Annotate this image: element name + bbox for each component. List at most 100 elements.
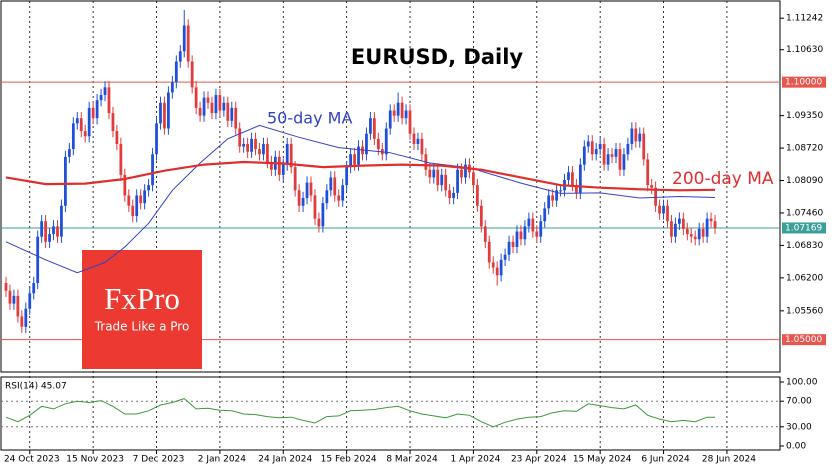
candle-body — [432, 169, 436, 178]
y-tick-label: 1.06830 — [786, 241, 823, 251]
candle-body — [515, 231, 519, 247]
candle-body — [618, 149, 622, 170]
candle-body — [56, 226, 59, 237]
candle-body — [365, 133, 368, 155]
candle-body — [440, 174, 444, 186]
candle-body — [693, 236, 697, 240]
candle-body — [258, 149, 261, 155]
candle-body — [519, 231, 523, 240]
candle-body — [349, 154, 352, 168]
candle-body — [539, 221, 543, 237]
x-tick-label: 8 Mar 2024 — [386, 455, 438, 465]
candle-body — [507, 241, 511, 255]
candle-body — [159, 102, 162, 124]
candle-body — [186, 25, 190, 62]
candle-body — [666, 205, 669, 222]
candle-body — [483, 226, 487, 242]
y-tick-label: 1.07460 — [786, 208, 823, 218]
x-tick-label: 23 Apr 2024 — [511, 455, 567, 465]
candle-body — [281, 164, 285, 175]
candle-body — [107, 87, 111, 114]
candle-body — [582, 146, 586, 165]
candle-body — [594, 149, 598, 155]
candle-body — [246, 143, 250, 152]
y-tick-label: 1.11242 — [786, 14, 823, 24]
candle-body — [685, 228, 689, 235]
y-tick-label: 1.08720 — [786, 144, 823, 154]
candle-body — [436, 169, 440, 186]
candle-body — [123, 174, 127, 196]
candle-body — [610, 154, 614, 157]
candle-body — [170, 82, 174, 93]
candle-body — [555, 190, 558, 201]
candle-body — [460, 169, 463, 178]
ma-label: 200-day MA — [672, 169, 774, 189]
candle-body — [674, 223, 677, 237]
moving-average — [5, 124, 716, 274]
candle-body — [254, 138, 257, 150]
level-label: 1.07169 — [785, 223, 822, 233]
x-tick-label: 7 Dec 2023 — [133, 455, 185, 465]
candle-body — [499, 259, 503, 276]
logo-name: FxPro — [104, 281, 180, 316]
candle-body — [60, 205, 63, 237]
candle-body — [606, 154, 610, 165]
candle-body — [654, 187, 658, 206]
candle-body — [71, 123, 75, 150]
candle-body — [115, 131, 119, 144]
candle-body — [689, 234, 693, 237]
candle-body — [202, 97, 206, 116]
ma-label: 50-day MA — [267, 109, 352, 128]
candle-body — [697, 228, 701, 240]
candle-body — [630, 128, 634, 144]
candle-body — [713, 221, 717, 228]
candle-body — [16, 295, 20, 317]
moving-average — [5, 160, 716, 192]
y-tick-label: 1.06200 — [786, 273, 823, 283]
candle-body — [305, 182, 309, 199]
candle-body — [602, 143, 606, 165]
candle-body — [547, 195, 551, 209]
candle-body — [662, 205, 665, 214]
candle-body — [194, 87, 198, 108]
y-tick-label: 1.09350 — [786, 111, 823, 121]
x-tick-label: 24 Oct 2023 — [4, 455, 60, 465]
candle-body — [543, 208, 547, 222]
candle-body — [178, 51, 182, 62]
candle-body — [670, 221, 673, 237]
candle-body — [103, 87, 107, 96]
candle-body — [452, 192, 455, 199]
main-panel — [0, 0, 781, 373]
candle-body — [658, 205, 661, 214]
candle-body — [408, 110, 412, 134]
candle-body — [309, 182, 313, 196]
candle-body — [226, 102, 230, 121]
candle-body — [52, 226, 55, 235]
candle-body — [48, 234, 51, 242]
candle-body — [372, 118, 376, 139]
candle-body — [270, 161, 273, 170]
candle-body — [242, 143, 246, 147]
candle-body — [285, 143, 289, 165]
y-tick-label: 100.00 — [786, 378, 818, 388]
candle-body — [709, 218, 713, 222]
candle-body — [369, 118, 372, 134]
candle-body — [155, 123, 158, 155]
y-tick-label: 1.10630 — [786, 45, 823, 55]
candle-body — [705, 218, 709, 237]
candle-body — [404, 110, 408, 119]
candle-body — [571, 172, 574, 186]
candle-body — [28, 293, 32, 309]
candle-body — [250, 138, 253, 152]
candle-body — [376, 138, 380, 150]
candle-body — [313, 195, 317, 219]
candle-body — [531, 218, 535, 232]
logo-box — [82, 250, 202, 369]
candle-body — [646, 159, 650, 186]
y-tick-label: 30.00 — [786, 422, 812, 432]
candle-body — [99, 95, 103, 101]
candle-body — [79, 118, 83, 132]
candle-body — [8, 290, 12, 304]
x-tick-label: 15 May 2024 — [573, 455, 632, 465]
